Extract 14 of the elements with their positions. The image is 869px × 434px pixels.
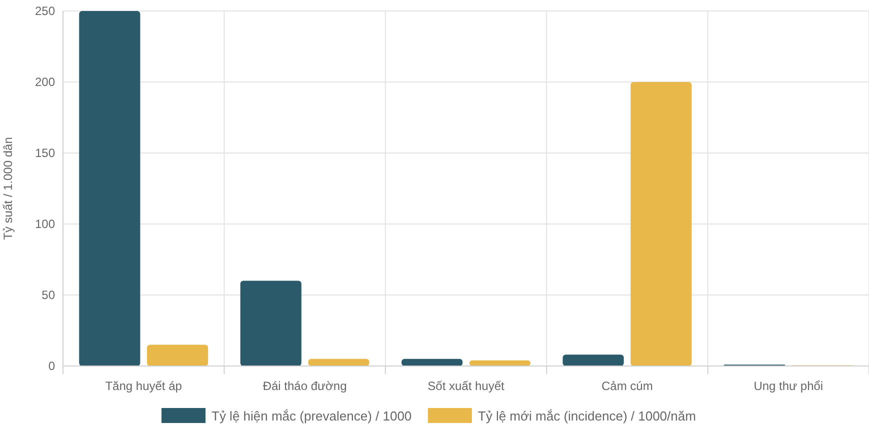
x-tick-label: Cảm cúm — [602, 379, 653, 393]
y-tick-label: 250 — [34, 4, 56, 18]
y-tick-label: 50 — [42, 288, 56, 302]
y-tick-label: 200 — [34, 75, 56, 90]
x-tick-label: Đái tháo đường — [262, 379, 347, 393]
y-axis-title: Tỷ suất / 1.000 dân — [1, 137, 15, 240]
x-tick-label: Sốt xuất huyết — [428, 379, 506, 393]
x-tick-label: Ung thư phổi — [754, 379, 824, 393]
legend-label: Tỷ lệ mới mắc (incidence) / 1000/năm — [478, 408, 696, 424]
legend-label: Tỷ lệ hiện mắc (prevalence) / 1000 — [212, 408, 412, 424]
y-tick-label: 150 — [34, 146, 56, 160]
y-tick-label: 0 — [48, 359, 56, 374]
x-tick-label: Tăng huyết áp — [105, 379, 182, 393]
y-tick-label: 100 — [34, 217, 56, 232]
